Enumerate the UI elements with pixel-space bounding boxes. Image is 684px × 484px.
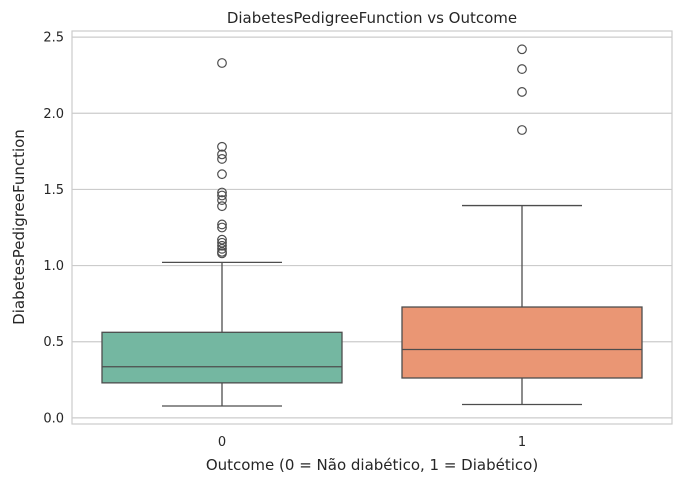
y-tick-label: 0.0 bbox=[43, 411, 64, 426]
x-tick-label: 0 bbox=[218, 435, 226, 450]
outlier-point bbox=[217, 222, 227, 233]
y-tick-label: 0.5 bbox=[43, 335, 64, 350]
outlier-point bbox=[217, 169, 227, 180]
outlier-point bbox=[517, 87, 527, 97]
outlier-point bbox=[217, 219, 227, 230]
outlier-point bbox=[217, 237, 227, 248]
outlier-point bbox=[217, 187, 227, 198]
ticks: 0.0 0.5 1.0 1.5 2.0 2.5 0 1 bbox=[43, 31, 526, 450]
outlier-point bbox=[217, 195, 227, 205]
outlier-point bbox=[217, 154, 227, 164]
outlier-point bbox=[217, 58, 227, 68]
box-group-0 bbox=[101, 58, 343, 407]
outlier-point bbox=[217, 234, 227, 245]
x-axis-label: Outcome (0 = Não diabético, 1 = Diabétic… bbox=[206, 456, 538, 474]
y-tick-label: 2.0 bbox=[43, 107, 64, 122]
outlier-point bbox=[217, 141, 227, 152]
iqr-box bbox=[401, 306, 643, 379]
y-tick-label: 1.5 bbox=[43, 183, 64, 198]
outlier-point bbox=[217, 190, 227, 201]
iqr-box bbox=[101, 331, 343, 384]
plot-frame bbox=[71, 30, 673, 425]
box-group-1 bbox=[401, 44, 643, 406]
y-tick-label: 1.0 bbox=[43, 259, 64, 274]
outlier-point bbox=[217, 201, 227, 212]
boxes bbox=[101, 44, 643, 407]
x-tick-label: 1 bbox=[518, 435, 526, 450]
y-axis-label: DiabetesPedigreeFunction bbox=[10, 129, 28, 325]
outlier-point bbox=[217, 240, 227, 251]
chart-title: DiabetesPedigreeFunction vs Outcome bbox=[227, 9, 517, 27]
outlier-point bbox=[217, 149, 227, 160]
outlier-point bbox=[517, 64, 527, 74]
outlier-point bbox=[517, 44, 527, 55]
outlier-point bbox=[517, 125, 527, 135]
y-tick-label: 2.5 bbox=[43, 31, 64, 46]
